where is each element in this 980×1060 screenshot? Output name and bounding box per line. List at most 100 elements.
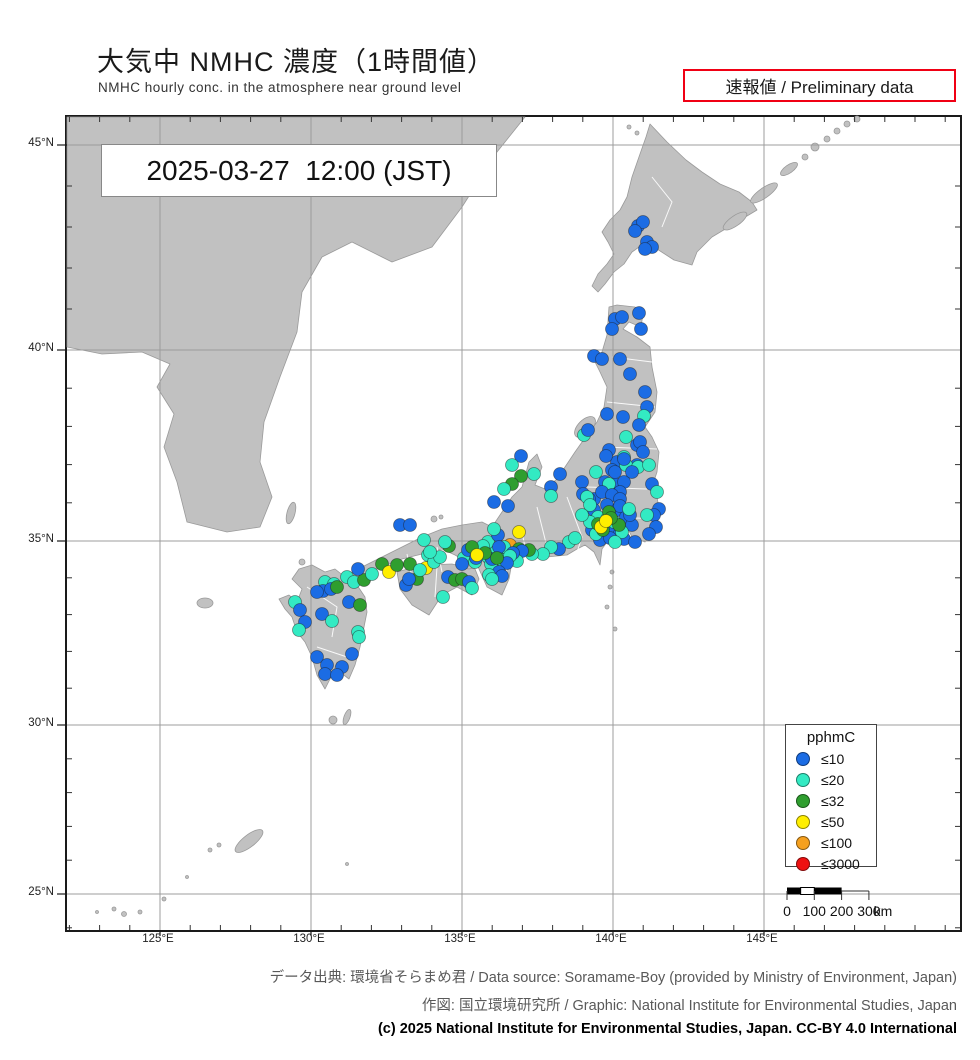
page-subtitle: NMHC hourly conc. in the atmosphere near… xyxy=(98,80,462,95)
station-dot xyxy=(318,667,332,681)
station-dot xyxy=(616,410,630,424)
station-dot xyxy=(599,449,613,463)
continent-asia xyxy=(66,116,526,533)
station-dot xyxy=(330,580,344,594)
legend-label: ≤100 xyxy=(821,834,853,851)
yakushima-island xyxy=(328,715,338,725)
station-dot xyxy=(619,430,633,444)
page-title: 大気中 NMHC 濃度（1時間値） xyxy=(97,47,496,77)
legend-row: ≤50 xyxy=(786,811,876,832)
station-dot xyxy=(403,518,417,532)
legend-label: ≤20 xyxy=(821,771,845,788)
station-dot xyxy=(642,527,656,541)
station-dot xyxy=(595,352,609,366)
legend-color-dot xyxy=(796,751,810,766)
kuril-island xyxy=(722,211,748,231)
station-dot xyxy=(514,469,528,483)
scale-bar-label: 300 xyxy=(857,903,881,919)
station-dot xyxy=(455,557,469,571)
station-dot xyxy=(650,485,664,499)
station-dot xyxy=(527,467,541,481)
station-dot xyxy=(390,558,404,572)
station-dot xyxy=(325,614,339,628)
station-dot xyxy=(497,482,511,496)
lon-tick-label: 130°E xyxy=(293,933,325,945)
station-dot xyxy=(402,572,416,586)
station-dot xyxy=(581,423,595,437)
station-dot xyxy=(417,533,431,547)
lat-tick-label: 45°N xyxy=(28,137,54,149)
legend: pphmC ≤10 ≤20 ≤32 ≤50 ≤100 ≤3000 xyxy=(785,724,877,872)
station-dot xyxy=(599,514,613,528)
lat-tick-label: 40°N xyxy=(28,342,54,354)
tanegashima-island xyxy=(342,709,352,725)
station-dot xyxy=(608,465,622,479)
station-dot xyxy=(293,603,307,617)
station-dot xyxy=(514,449,528,463)
station-dot xyxy=(487,522,501,536)
lat-tick-label: 25°N xyxy=(28,886,54,898)
station-dot xyxy=(623,367,637,381)
station-dot xyxy=(583,498,597,512)
station-dot xyxy=(553,467,567,481)
station-dot xyxy=(628,224,642,238)
station-dot xyxy=(352,630,366,644)
legend-title: pphmC xyxy=(806,729,856,746)
station-dot xyxy=(310,585,324,599)
legend-label: ≤10 xyxy=(821,750,845,767)
legend-row: ≤3000 xyxy=(786,853,876,874)
hokkaido xyxy=(591,123,758,293)
station-dot xyxy=(485,572,499,586)
preliminary-data-badge: 速報値 / Preliminary data xyxy=(683,69,956,102)
legend-row: ≤100 xyxy=(786,832,876,853)
station-dot xyxy=(353,598,367,612)
station-dots xyxy=(288,215,666,682)
legend-label: ≤50 xyxy=(821,813,845,830)
station-dot xyxy=(345,647,359,661)
station-dot xyxy=(634,322,648,336)
station-dot xyxy=(512,525,526,539)
station-dot xyxy=(351,562,365,576)
iki-island xyxy=(298,558,306,566)
station-dot xyxy=(622,502,636,516)
axis-ticks xyxy=(57,117,960,936)
station-dot xyxy=(413,563,427,577)
station-dot xyxy=(638,242,652,256)
lon-tick-label: 145°E xyxy=(746,933,778,945)
legend-row: ≤10 xyxy=(786,748,876,769)
legend-rows: ≤10 ≤20 ≤32 ≤50 ≤100 ≤3000 xyxy=(786,748,876,874)
station-dot xyxy=(292,623,306,637)
footer-graphic-credit: 作図: 国立環境研究所 / Graphic: National Institut… xyxy=(421,998,957,1014)
station-dot xyxy=(315,607,329,621)
station-dot xyxy=(505,458,519,472)
station-dot xyxy=(608,535,622,549)
station-dot xyxy=(632,418,646,432)
scale-bar-label: 0 xyxy=(783,903,791,919)
preliminary-data-label: 速報値 / Preliminary data xyxy=(725,78,914,97)
footer-copyright: (c) 2025 National Institute for Environm… xyxy=(377,1021,957,1037)
tsushima-island xyxy=(285,501,297,525)
station-dot xyxy=(642,458,656,472)
legend-color-dot xyxy=(796,856,810,871)
station-dot xyxy=(615,310,629,324)
station-dot xyxy=(638,385,652,399)
datetime-label: 2025-03-27 12:00 (JST) xyxy=(146,154,452,186)
station-dot xyxy=(575,475,589,489)
legend-color-dot xyxy=(796,814,810,829)
lat-tick-label: 30°N xyxy=(28,717,54,729)
footer-data-source: データ出典: 環境省そらまめ君 / Data source: Soramame-… xyxy=(269,970,957,986)
station-dot xyxy=(470,548,484,562)
station-dot xyxy=(568,531,582,545)
landmasses xyxy=(66,115,861,917)
scale-bar-unit: km xyxy=(874,903,893,919)
station-dot xyxy=(600,407,614,421)
legend-color-dot xyxy=(796,793,810,808)
lon-tick-label: 140°E xyxy=(595,933,627,945)
station-dot xyxy=(403,557,417,571)
scale-bar-label: 200 xyxy=(830,903,854,919)
jeju-island xyxy=(196,597,214,609)
station-dot xyxy=(330,668,344,682)
